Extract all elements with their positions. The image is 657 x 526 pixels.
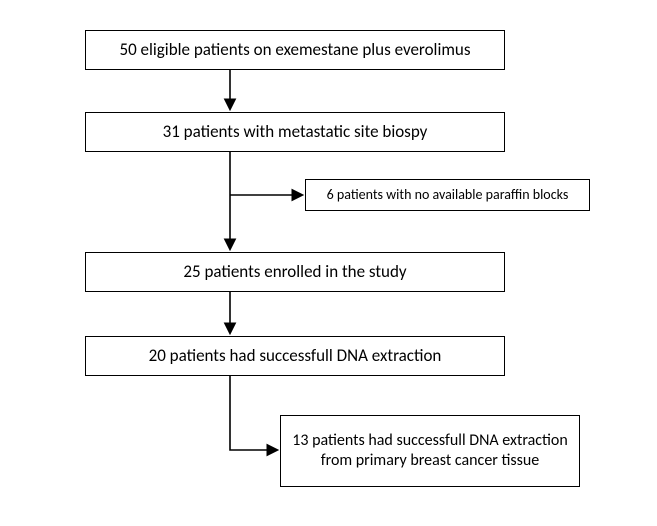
- flow-arrows: [0, 0, 657, 526]
- arrow-n5-n6: [230, 376, 276, 450]
